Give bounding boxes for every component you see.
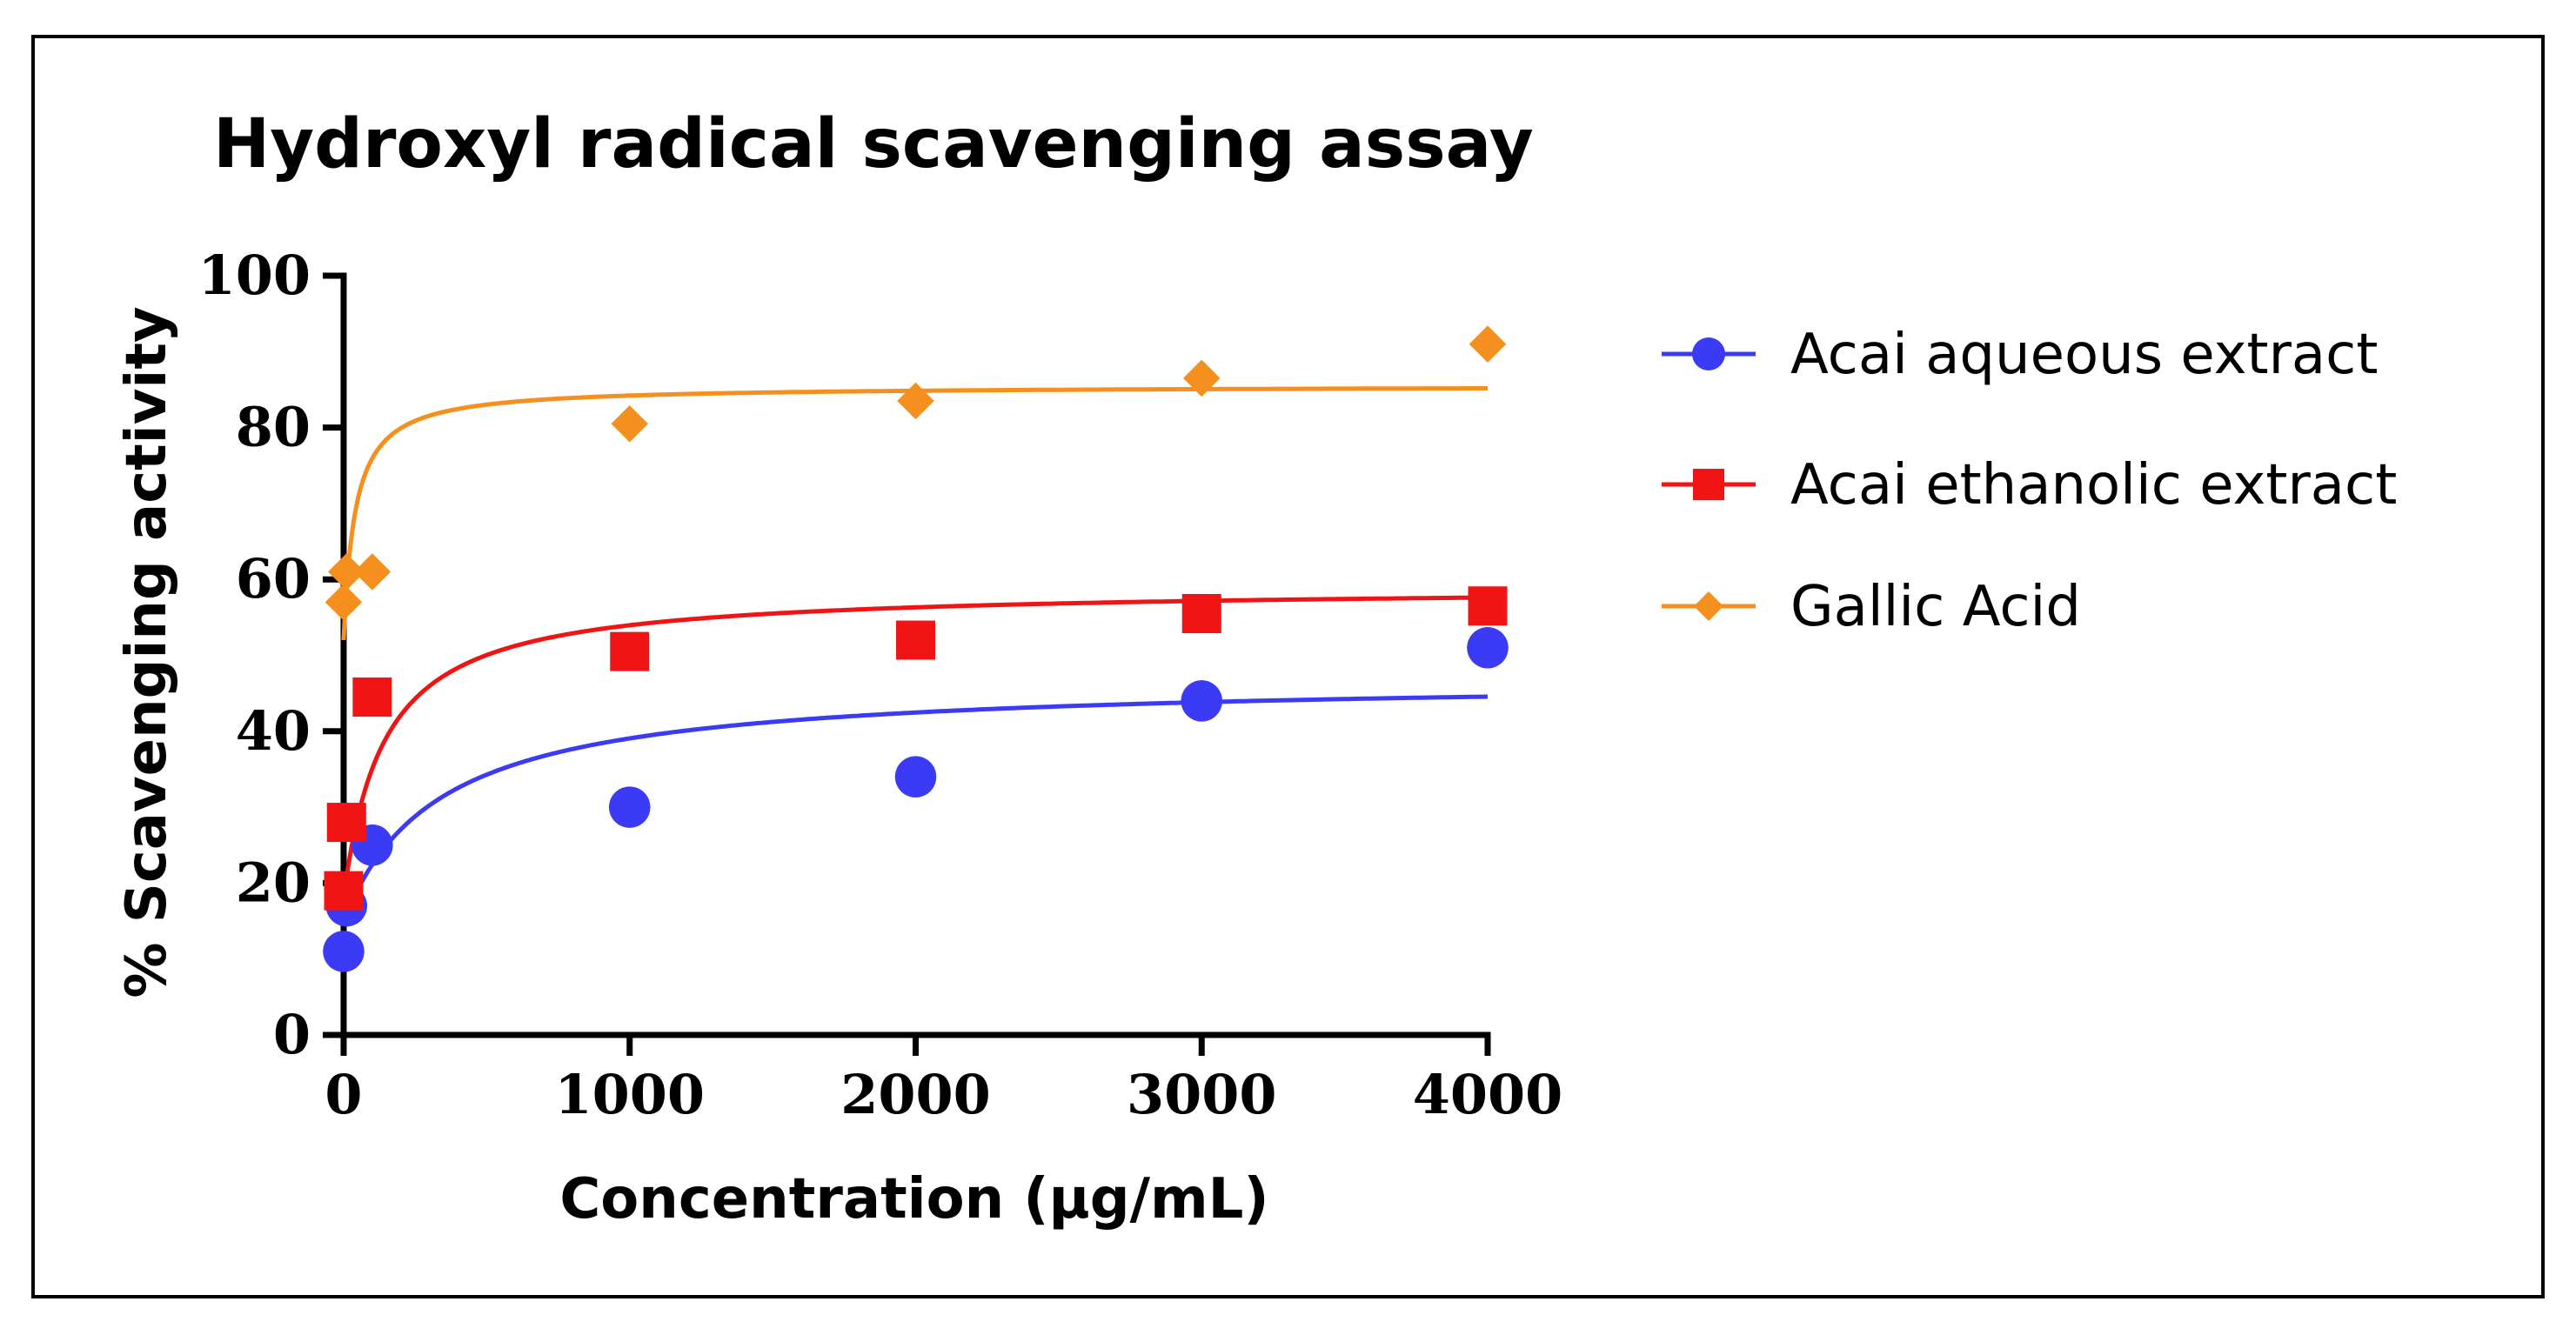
x-tick-label: 3000 (1127, 1063, 1277, 1126)
data-point-diamond (1469, 325, 1507, 363)
data-point-square (1693, 469, 1724, 500)
y-tick-label: 60 (236, 547, 311, 611)
x-axis-label: Concentration (µg/mL) (559, 1167, 1268, 1232)
chart-frame (31, 35, 2545, 1298)
data-point-square (896, 620, 935, 660)
y-tick-label: 100 (198, 244, 311, 307)
data-point-diamond (325, 584, 363, 621)
y-tick-label: 80 (236, 396, 311, 459)
data-point-circle (1181, 680, 1222, 722)
legend-label: Gallic Acid (1790, 575, 2081, 639)
x-tick-label: 2000 (840, 1063, 991, 1126)
data-point-diamond (1694, 591, 1723, 621)
fit-curve (341, 386, 1488, 640)
data-point-square (1181, 593, 1221, 633)
x-tick-label: 1000 (554, 1063, 705, 1126)
chart-title: Hydroxyl radical scavenging assay (213, 105, 1534, 184)
data-point-diamond (1183, 359, 1221, 397)
data-point-square (352, 678, 392, 718)
data-point-circle (1692, 337, 1725, 370)
y-tick-label: 0 (273, 1003, 311, 1066)
x-tick-label: 4000 (1413, 1063, 1563, 1126)
data-point-circle (894, 756, 937, 798)
legend-label: Acai ethanolic extract (1790, 453, 2397, 517)
data-point-diamond (353, 553, 391, 591)
data-point-circle (1467, 627, 1509, 669)
data-point-diamond (897, 382, 934, 420)
data-point-circle (609, 786, 651, 828)
data-point-square (610, 631, 650, 671)
fit-curve (341, 595, 1489, 899)
y-tick-label: 20 (236, 851, 311, 914)
x-tick-label: 0 (325, 1063, 362, 1126)
legend: Acai aqueous extract Acai ethanolic extra… (1662, 323, 2397, 639)
data-point-square (324, 871, 364, 911)
y-axis-label: % Scavenging activity (115, 306, 179, 998)
y-tick-label: 40 (236, 699, 311, 763)
legend-label: Acai aqueous extract (1790, 323, 2378, 387)
data-markers (323, 325, 1509, 972)
data-point-diamond (611, 404, 648, 443)
data-point-square (1468, 586, 1508, 626)
data-point-circle (323, 931, 365, 972)
data-point-diamond (328, 553, 365, 591)
data-point-square (326, 803, 366, 843)
